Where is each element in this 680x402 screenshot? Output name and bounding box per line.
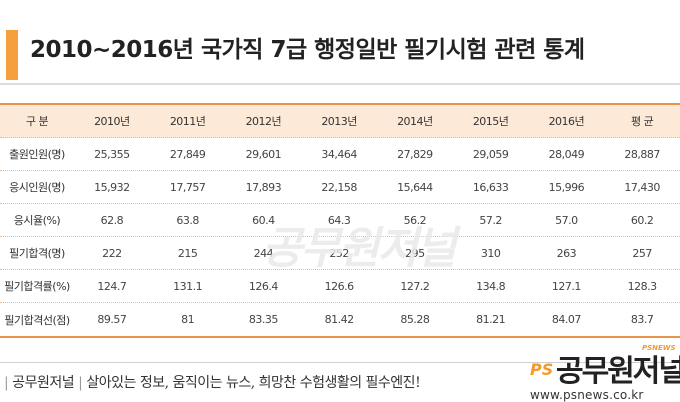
table-cell: 60.4: [252, 213, 275, 227]
table-cell: 56.2: [403, 213, 427, 227]
table-cell: 15,932: [94, 180, 130, 194]
table-cell: 64.3: [327, 213, 351, 227]
table-cell: 27,849: [169, 147, 206, 161]
row-label: 출원인원(명): [9, 148, 65, 161]
table-cell: 89.57: [97, 313, 127, 326]
logo-ps-mark: PS: [530, 360, 554, 379]
row-label: 필기합격선(점): [4, 313, 70, 327]
table-cell: 16,633: [472, 180, 509, 194]
table-cell: 15,644: [397, 180, 433, 194]
table-cell: 215: [177, 246, 198, 260]
table-cell: 295: [405, 246, 425, 260]
table-cell: 81.42: [324, 313, 354, 326]
row-label: 응시율(%): [13, 214, 61, 227]
table-cell: 222: [102, 246, 122, 260]
footer-slogan: | 공무원저널 | 살아있는 정보, 움직이는 뉴스, 희망찬 수험생활의 필수엔진!: [0, 372, 421, 392]
row-label: 필기합격률(%): [4, 280, 70, 293]
table-cell: 244: [253, 246, 274, 260]
table-cell: 124.7: [97, 279, 127, 293]
table-cell: 252: [329, 246, 349, 260]
logo-tag: PSNEWS: [642, 344, 676, 352]
table-cell: 27,829: [397, 147, 433, 161]
header-cell: 구 분: [25, 115, 49, 128]
page-title: 2010~2016년 국가직 7급 행정일반 필기시험 관련 통계: [30, 37, 585, 63]
table-cell: 85.28: [400, 313, 430, 326]
row-label: 필기합격(명): [9, 247, 65, 260]
table-cell: 257: [632, 246, 652, 260]
header-cell: 2015년: [472, 115, 509, 128]
title-accent-bar: [6, 30, 18, 80]
table-cell: 310: [480, 246, 501, 260]
table-row: 필기합격(명) 222 215 244 252 295 310 263 257: [0, 237, 680, 270]
logo-name: 공무원저널: [556, 354, 680, 389]
table-cell: 17,893: [245, 180, 282, 194]
statistics-table: 구 분 2010년 2011년 2012년 2013년 2014년 2015년 …: [0, 103, 680, 338]
table-cell: 127.2: [400, 279, 430, 293]
row-label: 응시인원(명): [9, 181, 65, 194]
table-cell: 22,158: [321, 180, 357, 194]
table-cell: 25,355: [94, 147, 130, 161]
table-cell: 15,996: [548, 180, 585, 194]
table-cell: 34,464: [321, 147, 357, 161]
site-url[interactable]: www.psnews.co.kr: [530, 388, 644, 402]
table-row: 필기합격선(점) 89.57 81 83.35 81.42 85.28 81.2…: [0, 303, 680, 336]
table-row: 필기합격률(%) 124.7 131.1 126.4 126.6 127.2 1…: [0, 270, 680, 303]
separator: |: [78, 375, 83, 391]
title-area: 2010~2016년 국가직 7급 행정일반 필기시험 관련 통계: [0, 0, 680, 80]
header-cell: 2013년: [321, 115, 357, 128]
header-cell: 평 균: [631, 115, 654, 128]
footer-brand: 공무원저널: [12, 375, 75, 391]
table-cell: 81.21: [476, 313, 506, 326]
table-cell: 126.6: [324, 279, 354, 293]
table-cell: 28,049: [548, 147, 585, 161]
table-cell: 126.4: [248, 279, 278, 293]
header-cell: 2011년: [169, 115, 206, 128]
table-cell: 128.3: [627, 279, 657, 293]
table-cell: 84.07: [551, 313, 581, 326]
table-cell: 131.1: [173, 279, 203, 293]
table-cell: 81: [181, 313, 195, 326]
header-cell: 2016년: [548, 115, 585, 128]
table-cell: 134.8: [476, 279, 506, 293]
table-row: 응시인원(명) 15,932 17,757 17,893 22,158 15,6…: [0, 171, 680, 204]
table-cell: 83.35: [248, 313, 278, 326]
header-cell: 2012년: [245, 115, 282, 128]
table-cell: 83.7: [630, 313, 654, 326]
table-cell: 62.8: [100, 213, 124, 227]
table-header-row: 구 분 2010년 2011년 2012년 2013년 2014년 2015년 …: [0, 105, 680, 138]
header-cell: 2010년: [94, 115, 130, 128]
slogan-text: 살아있는 정보, 움직이는 뉴스, 희망찬 수험생활의 필수엔진!: [86, 375, 421, 391]
separator: |: [4, 375, 9, 391]
table-cell: 17,757: [169, 180, 206, 194]
table-row: 응시율(%) 62.8 63.8 60.4 64.3 56.2 57.2 57.…: [0, 204, 680, 237]
footer-divider: [0, 362, 680, 363]
table-cell: 29,059: [472, 147, 509, 161]
brand-logo: PS 공무원저널 PSNEWS: [530, 342, 680, 389]
table-cell: 17,430: [624, 180, 660, 194]
table-cell: 127.1: [551, 279, 581, 293]
table-cell: 263: [556, 246, 577, 260]
title-divider: [0, 83, 680, 85]
header-cell: 2014년: [397, 115, 433, 128]
table-cell: 57.2: [479, 213, 502, 227]
table-cell: 63.8: [176, 213, 199, 227]
table-cell: 28,887: [624, 147, 660, 161]
table-cell: 60.2: [630, 213, 654, 227]
table-row: 출원인원(명) 25,355 27,849 29,601 34,464 27,8…: [0, 138, 680, 171]
table-cell: 29,601: [245, 147, 282, 161]
table-cell: 57.0: [555, 213, 578, 227]
